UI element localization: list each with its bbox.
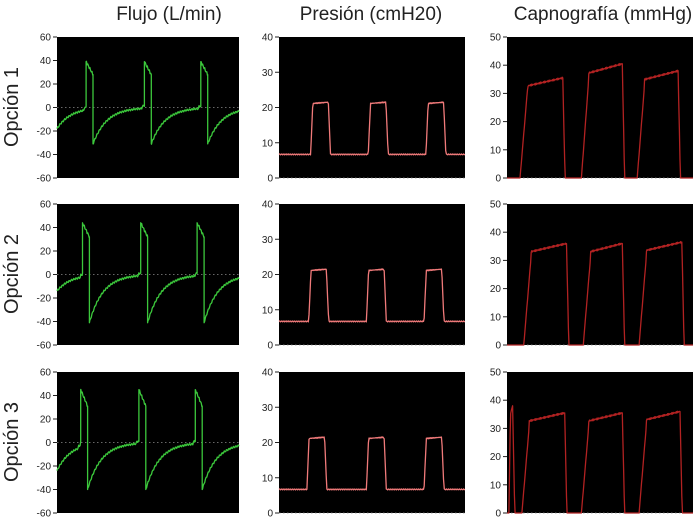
y-tick-label: 30 xyxy=(262,68,274,79)
y-tick-label: 20 xyxy=(40,247,52,258)
series-line xyxy=(278,101,466,156)
y-tick-label: 20 xyxy=(40,415,52,426)
y-tick-label: -60 xyxy=(37,341,52,352)
y-tick-label: 30 xyxy=(490,256,502,267)
y-tick-label: 40 xyxy=(262,200,274,211)
y-tick-label: 0 xyxy=(267,174,273,185)
y-tick-label: 20 xyxy=(490,452,502,463)
y-tick-label: 40 xyxy=(40,223,52,234)
column-title-pressure: Presión (cmH20) xyxy=(300,4,443,25)
y-tick-label: 10 xyxy=(262,473,274,484)
column-title-flow: Flujo (L/min) xyxy=(116,4,222,25)
series-line xyxy=(278,268,466,323)
y-tick-label: -40 xyxy=(37,150,52,161)
y-tick-label: 40 xyxy=(490,228,502,239)
series-line xyxy=(278,436,466,491)
y-tick-label: 60 xyxy=(40,200,52,211)
y-tick-label: 30 xyxy=(262,235,274,246)
y-tick-label: 20 xyxy=(262,438,274,449)
series-line xyxy=(56,60,240,145)
y-tick-label: 0 xyxy=(495,509,501,519)
plot-panel xyxy=(57,372,239,513)
y-tick-label: 40 xyxy=(40,56,52,67)
y-tick-label: 10 xyxy=(490,480,502,491)
y-tick-label: 10 xyxy=(490,145,502,156)
y-tick-label: 0 xyxy=(495,174,501,185)
panel-grid: 60 40 20 0 -20 -40 -60 60 40 20 0 -20 -40 -60 60 40 20 0 -… xyxy=(37,33,694,519)
y-tick-label: 10 xyxy=(262,305,274,316)
series-line xyxy=(56,222,240,324)
y-tick-label: 0 xyxy=(267,509,273,519)
y-tick-label: 20 xyxy=(490,284,502,295)
y-tick-label: 0 xyxy=(267,341,273,352)
y-tick-label: 20 xyxy=(490,117,502,128)
y-tick-label: 20 xyxy=(262,103,274,114)
y-tick-label: 30 xyxy=(490,424,502,435)
y-tick-label: 30 xyxy=(262,403,274,414)
series-line xyxy=(506,240,694,346)
y-tick-label: -60 xyxy=(37,174,52,185)
y-tick-label: -40 xyxy=(37,317,52,328)
series-line xyxy=(506,62,694,179)
y-tick-label: -20 xyxy=(37,294,52,305)
row-label-3: Opción 3 xyxy=(1,402,23,482)
series-line xyxy=(56,388,240,491)
y-tick-label: -60 xyxy=(37,509,52,519)
y-tick-label: 0 xyxy=(495,341,501,352)
plot-panel xyxy=(279,37,465,178)
y-tick-label: 40 xyxy=(262,33,274,44)
row-label-1: Opción 1 xyxy=(1,67,23,147)
plot-panel xyxy=(507,37,693,178)
plot-panel xyxy=(507,204,693,345)
plot-panel xyxy=(57,37,239,178)
series-line xyxy=(506,405,694,514)
y-tick-label: 40 xyxy=(490,396,502,407)
y-tick-label: 30 xyxy=(490,89,502,100)
y-tick-label: 50 xyxy=(490,368,502,379)
y-tick-label: -40 xyxy=(37,485,52,496)
y-tick-label: 40 xyxy=(490,61,502,72)
y-tick-label: 20 xyxy=(262,270,274,281)
y-tick-label: 0 xyxy=(45,270,51,281)
plot-panel xyxy=(279,372,465,513)
y-tick-label: -20 xyxy=(37,127,52,138)
plot-panel xyxy=(507,372,693,513)
y-tick-label: 10 xyxy=(262,138,274,149)
y-tick-label: 0 xyxy=(45,438,51,449)
y-tick-label: 50 xyxy=(490,200,502,211)
plot-panel xyxy=(279,204,465,345)
y-tick-label: 50 xyxy=(490,33,502,44)
y-tick-label: 40 xyxy=(40,391,52,402)
y-tick-label: 60 xyxy=(40,368,52,379)
y-tick-label: -20 xyxy=(37,462,52,473)
y-tick-label: 20 xyxy=(40,80,52,91)
row-label-2: Opción 2 xyxy=(1,234,23,314)
y-tick-label: 0 xyxy=(45,103,51,114)
y-tick-label: 10 xyxy=(490,312,502,323)
y-tick-label: 60 xyxy=(40,33,52,44)
y-tick-label: 40 xyxy=(262,368,274,379)
column-title-capno: Capnografía (mmHg) xyxy=(514,4,692,25)
